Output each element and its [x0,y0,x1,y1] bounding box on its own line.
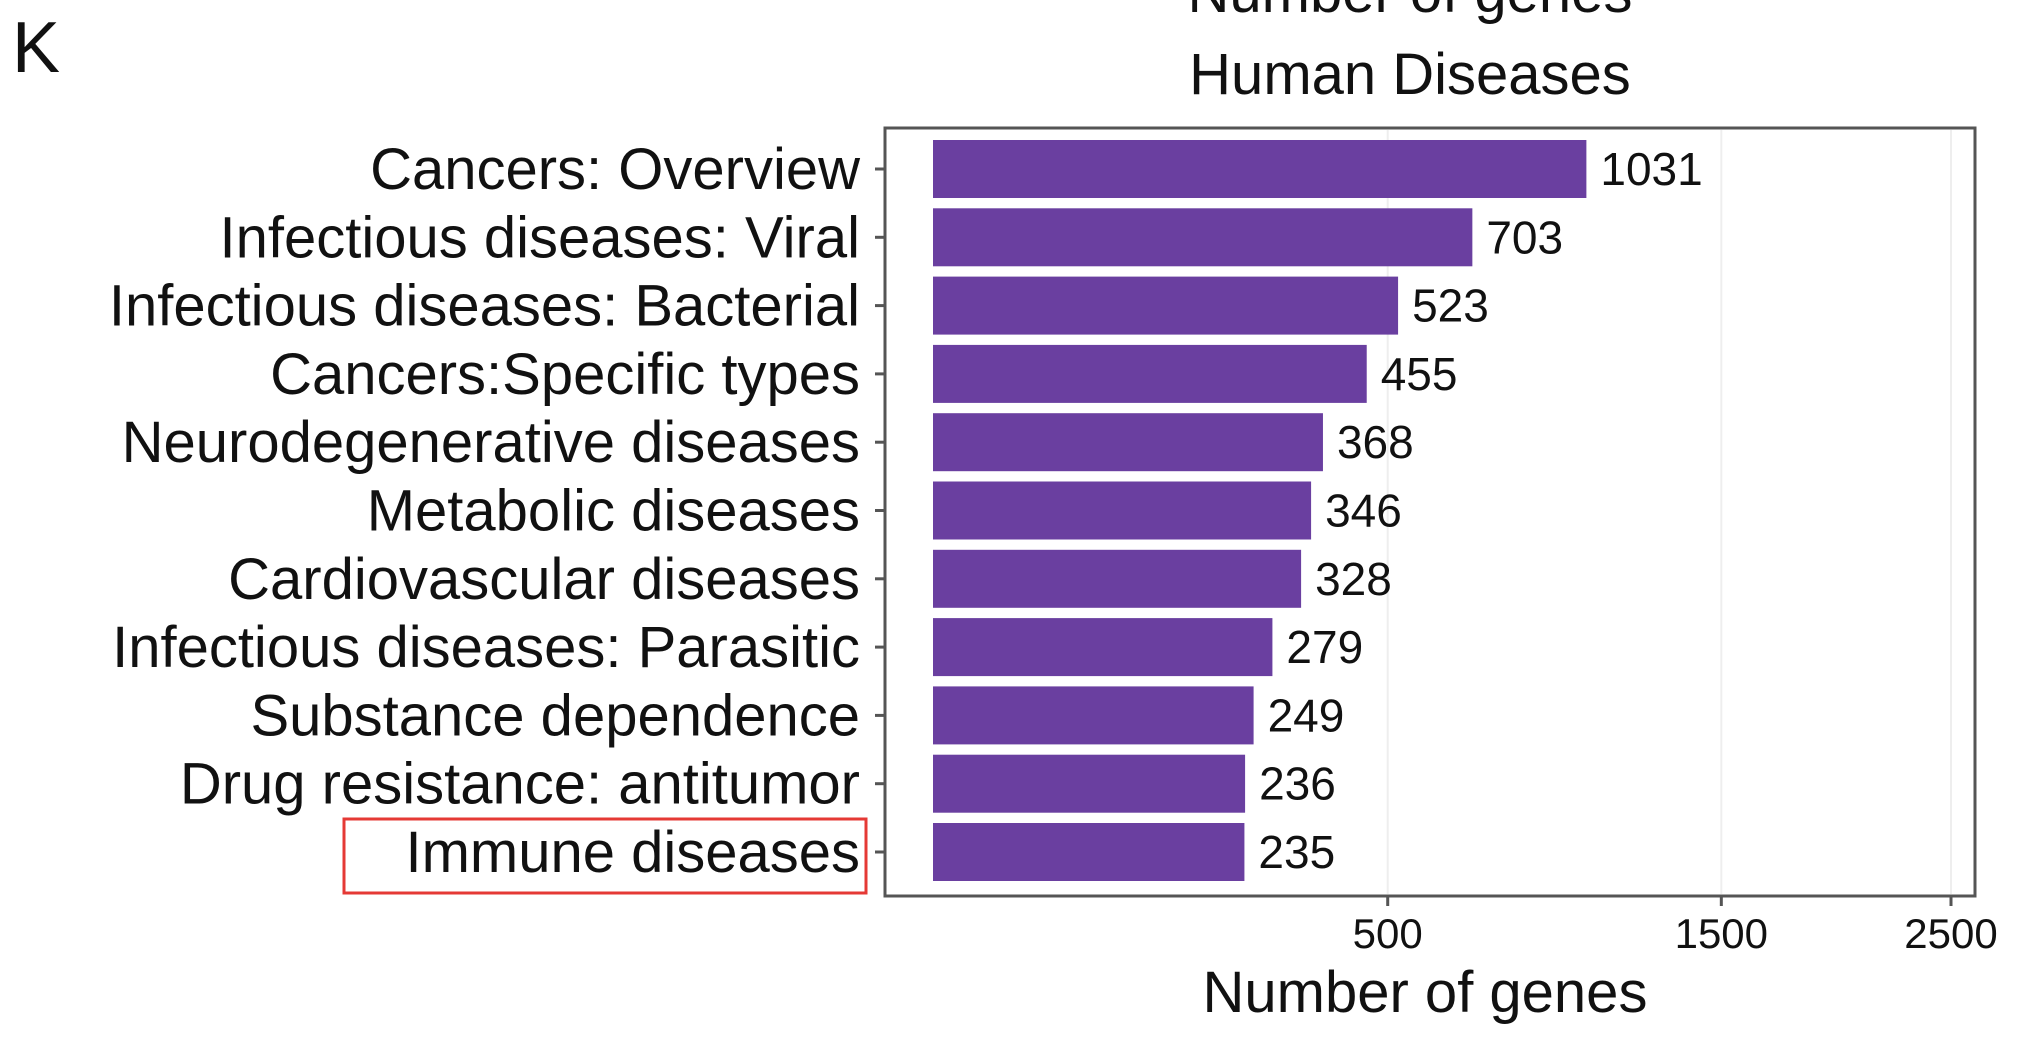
bar-7 [933,618,1273,677]
category-label-7: Infectious diseases: Parasitic [112,615,860,680]
y-axis-ticks [875,167,885,854]
value-label-8: 249 [1268,689,1345,741]
value-label-6: 328 [1315,553,1392,605]
value-label-0: 1031 [1600,143,1702,195]
bar-1 [933,208,1473,267]
category-label-0: Cancers: Overview [370,137,861,202]
bar-2 [933,276,1399,335]
highlight-box [342,817,868,895]
value-labels: 1031 703 523 455 368 346 328 279 249 236 235 [1258,143,1702,878]
value-label-1: 703 [1486,211,1563,263]
value-label-10: 235 [1258,826,1335,878]
bar-4 [933,413,1323,472]
bar-9 [933,754,1246,813]
category-label-4: Neurodegenerative diseases [122,410,860,475]
bar-3 [933,344,1367,403]
panel-letter: K [12,8,60,88]
x-tick-label-500: 500 [1353,910,1423,957]
value-label-4: 368 [1337,416,1414,468]
x-axis-title: Number of genes [1203,960,1648,1025]
bar-6 [933,549,1302,608]
bar-5 [933,481,1312,540]
bars [933,140,1587,881]
top-title-fragment: Number of genes [1188,0,1633,25]
category-label-3: Cancers:Specific types [270,342,860,407]
category-label-5: Metabolic diseases [367,479,860,544]
value-label-9: 236 [1259,758,1336,810]
value-label-2: 523 [1412,280,1489,332]
bar-8 [933,686,1254,745]
value-label-3: 455 [1381,348,1458,400]
value-label-7: 279 [1286,621,1363,673]
bar-0 [933,140,1587,198]
chart-title: Human Diseases [1189,42,1631,107]
category-label-2: Infectious diseases: Bacterial [109,274,860,339]
x-axis-ticks: 500 1500 2500 [1353,896,1998,957]
x-tick-label-2500: 2500 [1904,910,1997,957]
value-label-5: 346 [1325,485,1402,537]
category-label-1: Infectious diseases: Viral [220,205,861,270]
category-label-9: Drug resistance: antitumor [180,752,860,817]
category-label-10: Immune diseases [405,820,860,885]
x-tick-label-1500: 1500 [1675,910,1768,957]
category-label-8: Substance dependence [250,683,860,748]
bar-10 [933,823,1245,881]
category-label-6: Cardiovascular diseases [228,547,860,612]
